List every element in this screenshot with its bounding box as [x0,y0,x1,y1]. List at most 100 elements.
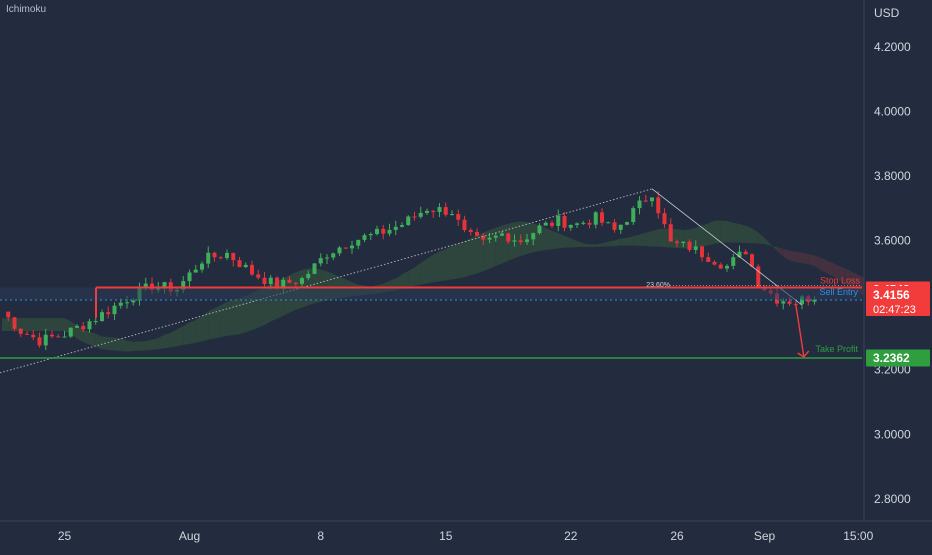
cloud-segment [577,241,584,248]
candle-body [181,281,186,290]
candle-body [87,321,92,330]
candle-body [550,222,554,226]
candle-body [93,321,98,323]
candle-body [556,215,561,226]
candle-body [43,334,48,346]
candle-body [243,264,248,268]
cloud-segment [720,220,727,243]
cloud-segment [764,238,771,246]
candle-body [650,197,654,202]
x-tick-label: 15 [439,529,453,543]
x-tick-label: Sep [754,529,776,543]
candle-body [600,212,604,223]
cloud-segment [208,308,215,340]
cloud-segment [433,251,440,283]
candle-body [812,299,817,302]
y-tick-label: 2.8000 [874,492,911,506]
cloud-segment [464,238,471,278]
candle-body [312,263,317,274]
candle-body [606,222,611,224]
cloud-segment [745,225,752,244]
candle-body [31,334,36,338]
cloud-segment [470,235,477,276]
cloud-segment [52,318,59,332]
candle-body [718,264,723,269]
candle-body [225,252,229,259]
sell-entry-label: Sell Entry [819,287,858,297]
cloud-segment [164,332,171,349]
candle-body [81,325,86,330]
cloud-segment [445,246,452,281]
candle-body [425,210,429,213]
cloud-segment [820,257,827,274]
target-arrow [795,303,805,357]
candle-body [593,212,598,225]
candle-body [318,258,323,264]
candle-body [325,257,329,259]
cloud-segment [145,339,152,351]
cloud-segment [552,230,559,250]
x-tick-label: 22 [564,529,578,543]
cloud-segment [739,224,746,243]
cloud-segment [727,220,734,243]
cloud-segment [645,231,652,247]
cloud-segment [139,340,146,351]
cloud-segment [452,243,459,280]
cloud-segment [652,229,659,247]
cloud-segment [214,305,221,339]
ichimoku-cloud [2,220,865,352]
candle-body [300,278,304,284]
candle-body [437,207,442,212]
candle-body [187,272,192,282]
cloud-segment [502,223,509,264]
cloud-segment [458,241,465,279]
candle-body [800,296,804,305]
fib-level-label: 23.60% [646,282,670,289]
y-tick-label: 4.2000 [874,40,911,54]
candle-body [368,234,373,236]
candle-body [500,233,504,236]
axes: USD4.20004.00003.80003.60003.20003.00002… [0,0,932,543]
candle-body [487,237,492,240]
candle-body [637,200,642,209]
candle-body [118,302,123,306]
cloud-segment [677,229,684,249]
candle-body [6,311,11,318]
x-tick-label: 26 [670,529,684,543]
candle-body [587,222,592,225]
cloud-segment [833,263,840,281]
candle-body [562,215,567,228]
candle-body [200,263,204,270]
candle-body [400,225,404,227]
cloud-segment [708,220,715,246]
cloud-segment [83,329,90,345]
countdown-tag: 02:47:23 [873,304,916,316]
candle-body [381,228,386,234]
x-tick-label: 15:00 [843,529,873,543]
candle-body [356,239,361,246]
candle-body [568,224,573,228]
candle-body [131,300,136,303]
cloud-segment [608,240,615,247]
cloud-segment [408,267,415,288]
candle-body [687,241,692,251]
candle-body [643,200,648,202]
cloud-segment [239,296,246,335]
candle-body [731,257,736,266]
cloud-segment [177,326,184,347]
candle-body [75,325,79,328]
candle-body [287,279,292,283]
candle-body [25,333,29,335]
cloud-segment [508,222,515,261]
cloud-segment [558,233,565,249]
cloud-segment [133,341,140,352]
candle-body [193,269,198,273]
cloud-segment [839,266,846,284]
cloud-segment [527,221,534,254]
candle-body [756,266,761,288]
cloud-segment [520,221,527,256]
take-profit-price-tag-bg [866,349,930,367]
candle-body [543,222,548,226]
